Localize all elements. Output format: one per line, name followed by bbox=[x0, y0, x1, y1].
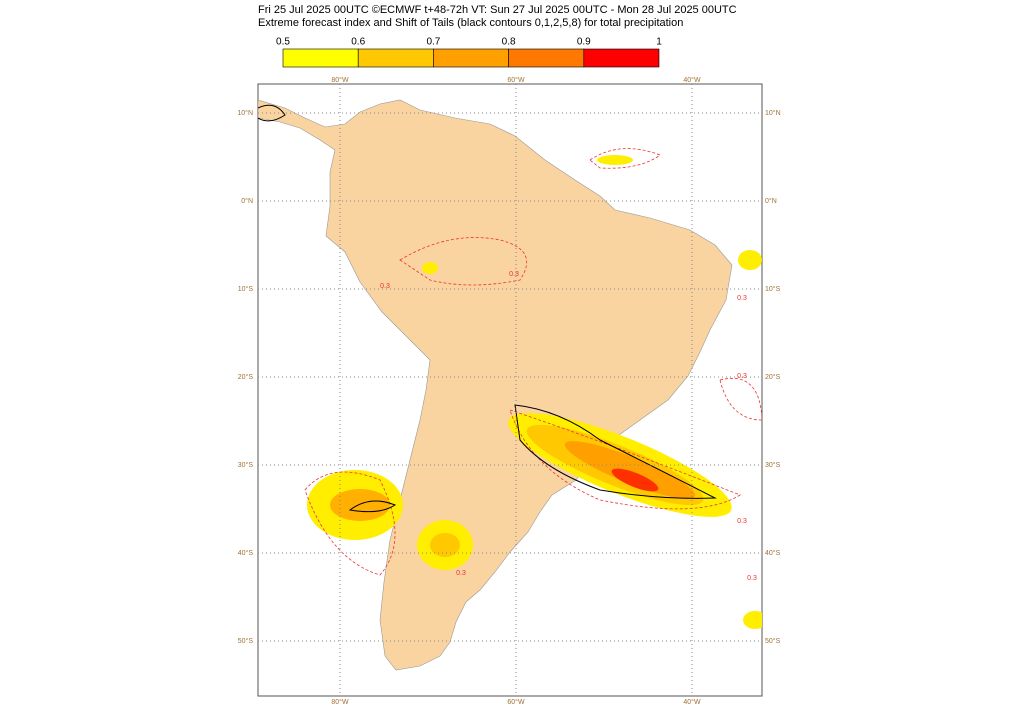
colorbar-segment bbox=[508, 48, 585, 68]
lon-label: 40°W bbox=[683, 698, 701, 706]
land bbox=[258, 99, 733, 671]
colorbar-label: 0.8 bbox=[502, 37, 516, 48]
efi-shading bbox=[307, 155, 762, 629]
labels: 80°W 60°W 40°W 80°W 60°W 40°W 10°N 0°N 10°S 20°S 3… bbox=[237, 76, 780, 706]
tail-contours bbox=[258, 104, 717, 513]
lat-label: 10°N bbox=[237, 109, 253, 117]
lon-label: 60°W bbox=[507, 698, 525, 706]
contour-label: 0.3 bbox=[509, 271, 519, 278]
lat-label: 10°S bbox=[238, 285, 254, 293]
colorbar-label: 0.6 bbox=[351, 37, 365, 48]
lat-label: 0°N bbox=[765, 197, 777, 205]
lat-label: 40°S bbox=[765, 549, 781, 557]
lat-label: 50°S bbox=[765, 637, 781, 645]
subtitle-line: Extreme forecast index and Shift of Tail… bbox=[258, 17, 683, 29]
lon-label: 60°W bbox=[507, 76, 525, 84]
lat-label: 20°S bbox=[765, 373, 781, 381]
lat-label: 10°S bbox=[765, 285, 781, 293]
colorbar: 0.5 0.6 0.7 0.8 0.9 1 bbox=[276, 37, 662, 68]
lat-label: 0°N bbox=[241, 197, 253, 205]
lat-label: 50°S bbox=[238, 637, 254, 645]
graticule bbox=[258, 84, 762, 696]
lon-label: 80°W bbox=[331, 76, 349, 84]
contour-label: 0.3 bbox=[747, 575, 757, 582]
colorbar-segment bbox=[357, 48, 434, 68]
lat-label: 30°S bbox=[238, 461, 254, 469]
colorbar-label: 0.7 bbox=[426, 37, 440, 48]
contour-label: 0.3 bbox=[380, 283, 390, 290]
lat-label: 20°S bbox=[238, 373, 254, 381]
title-line: Fri 25 Jul 2025 00UTC ©ECMWF t+48-72h VT… bbox=[258, 4, 737, 16]
colorbar-label: 1 bbox=[656, 37, 662, 48]
contour-label: 0.3 bbox=[737, 518, 747, 525]
lon-label: 80°W bbox=[331, 698, 349, 706]
contour-label: 0.3 bbox=[737, 295, 747, 302]
colorbar-label: 0.5 bbox=[276, 37, 290, 48]
lat-label: 10°N bbox=[765, 109, 781, 117]
lon-label: 40°W bbox=[683, 76, 701, 84]
contour-label: 0.3 bbox=[456, 570, 466, 577]
colorbar-label: 0.9 bbox=[577, 37, 591, 48]
colorbar-segment bbox=[433, 48, 509, 68]
map-area bbox=[258, 84, 762, 696]
lat-label: 40°S bbox=[238, 549, 254, 557]
sot-contours bbox=[304, 148, 762, 576]
colorbar-segment bbox=[282, 48, 359, 68]
lat-label: 30°S bbox=[765, 461, 781, 469]
contour-label: 0.3 bbox=[737, 373, 747, 380]
colorbar-segment bbox=[583, 48, 660, 68]
